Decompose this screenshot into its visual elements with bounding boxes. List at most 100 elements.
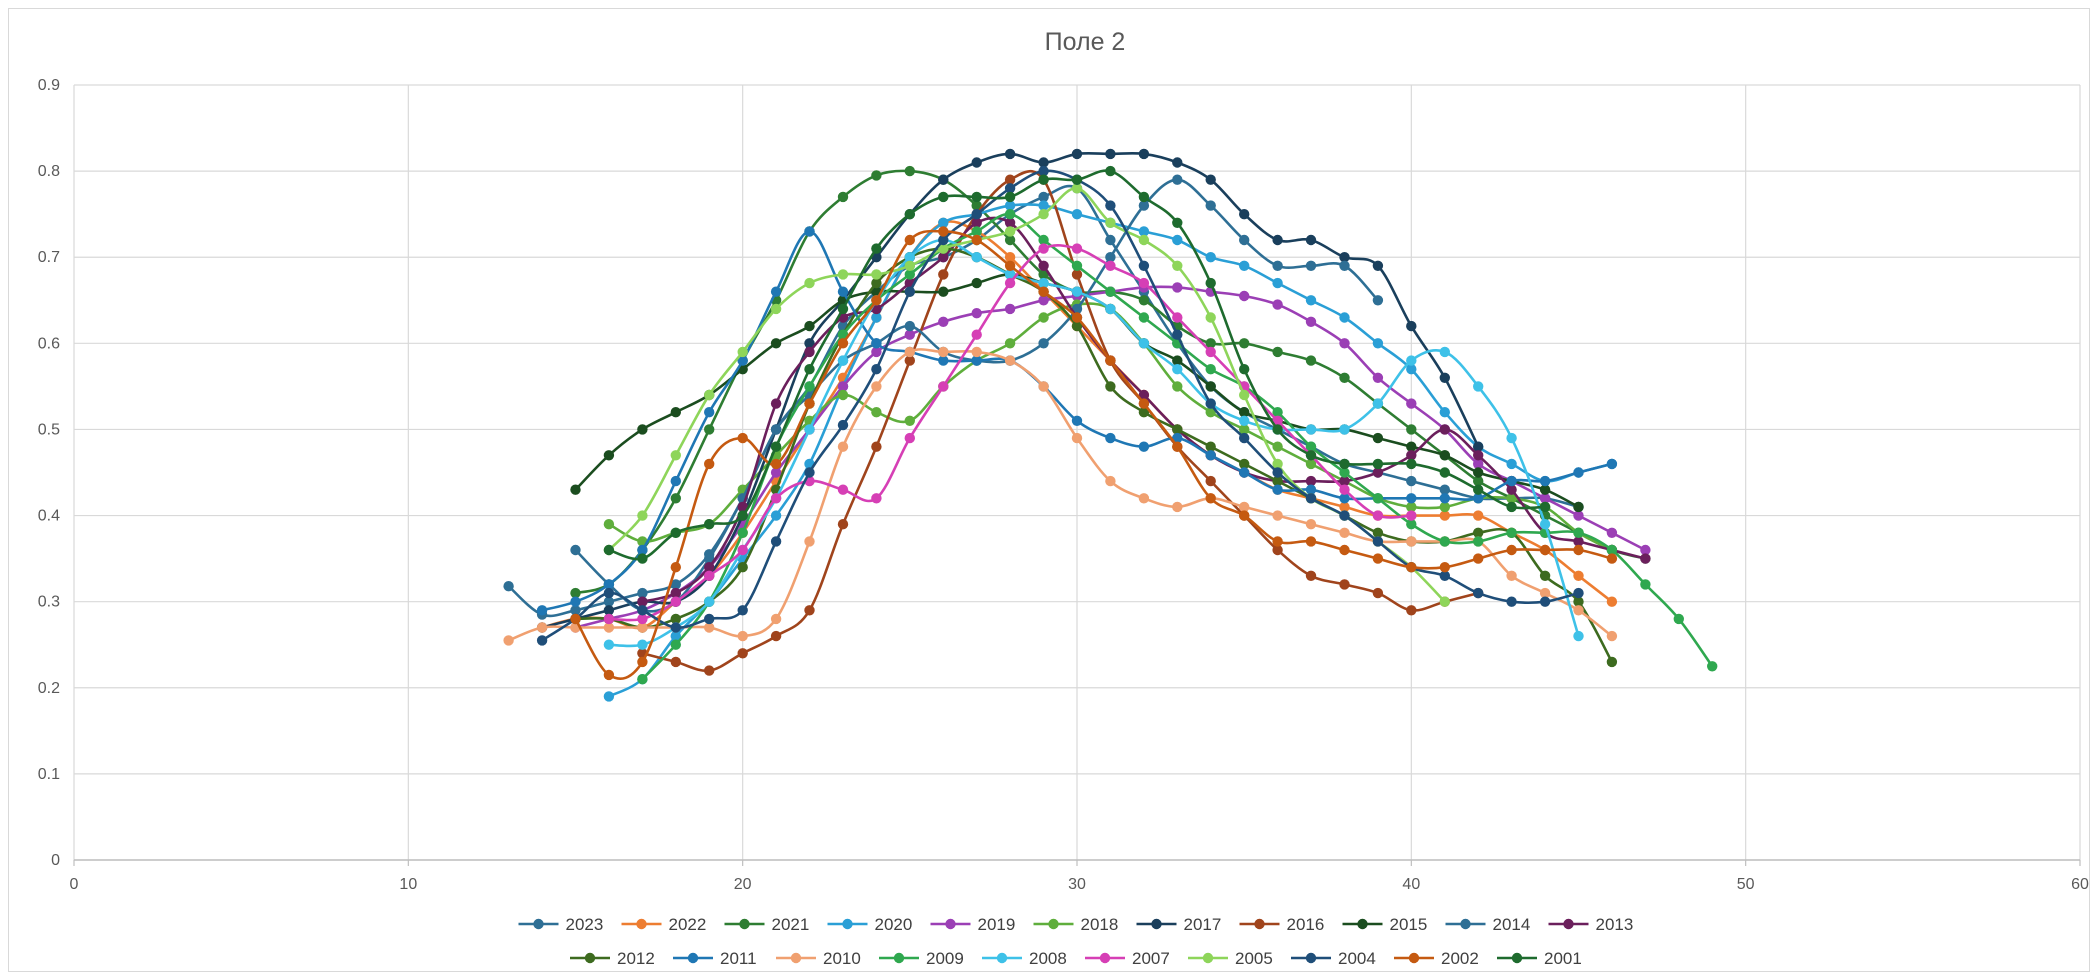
- data-point: [637, 656, 648, 668]
- legend-item-2005[interactable]: 2005: [1188, 949, 1273, 968]
- legend-item-2004[interactable]: 2004: [1291, 949, 1376, 968]
- legend[interactable]: 2023 2022 2021 2020 2019 2018 2017 2016 2015 2014…: [518, 915, 1634, 968]
- data-point: [1539, 587, 1551, 599]
- x-tick-label: 30: [1068, 876, 1086, 893]
- data-point: [837, 338, 849, 349]
- chart-title: Поле 2: [1045, 28, 1126, 56]
- data-point: [1172, 381, 1183, 392]
- data-point: [1573, 544, 1584, 556]
- data-point: [1339, 424, 1350, 435]
- legend-item-2014[interactable]: 2014: [1445, 915, 1531, 934]
- data-point: [1439, 562, 1451, 573]
- legend-label: 2012: [617, 949, 655, 968]
- data-point: [770, 493, 782, 504]
- data-point: [1172, 234, 1183, 246]
- data-point: [971, 191, 982, 203]
- data-point: [670, 613, 681, 625]
- data-point: [1105, 234, 1116, 246]
- data-point: [670, 562, 681, 573]
- data-point: [1372, 553, 1384, 564]
- data-point: [904, 269, 915, 280]
- data-point: [637, 510, 648, 521]
- legend-swatch-marker: [842, 918, 853, 930]
- data-point: [1439, 501, 1451, 513]
- x-tick-label: 50: [1737, 876, 1755, 893]
- data-point: [1105, 286, 1116, 297]
- data-point: [1506, 458, 1517, 470]
- y-tick-label: 0.6: [38, 335, 60, 352]
- data-point: [1205, 407, 1216, 418]
- legend-item-2022[interactable]: 2022: [621, 915, 707, 934]
- legend-item-2007[interactable]: 2007: [1085, 949, 1170, 968]
- legend-item-2023[interactable]: 2023: [518, 915, 604, 934]
- legend-item-2002[interactable]: 2002: [1394, 949, 1479, 968]
- legend-item-2012[interactable]: 2012: [570, 949, 655, 968]
- data-point: [1272, 407, 1283, 418]
- data-point: [1406, 364, 1417, 375]
- data-point: [871, 407, 882, 418]
- data-point: [603, 596, 615, 607]
- legend-item-2011[interactable]: 2011: [673, 949, 757, 968]
- data-point: [670, 450, 681, 461]
- legend-label: 2017: [1184, 915, 1222, 934]
- data-point: [1038, 174, 1049, 185]
- data-point: [1172, 174, 1183, 185]
- data-point: [1004, 226, 1016, 237]
- legend-label: 2011: [720, 949, 757, 968]
- legend-item-2010[interactable]: 2010: [776, 949, 861, 968]
- legend-item-2021[interactable]: 2021: [724, 915, 810, 934]
- data-point: [1272, 510, 1283, 521]
- data-point: [1105, 148, 1116, 160]
- legend-item-2013[interactable]: 2013: [1548, 915, 1634, 934]
- data-point: [1138, 398, 1150, 409]
- data-point: [1105, 303, 1116, 315]
- legend-item-2008[interactable]: 2008: [982, 949, 1067, 968]
- data-point: [1038, 338, 1049, 349]
- data-point: [1205, 338, 1216, 349]
- legend-item-2017[interactable]: 2017: [1136, 915, 1222, 934]
- legend-item-2019[interactable]: 2019: [930, 915, 1016, 934]
- data-point: [1473, 527, 1484, 538]
- data-point: [1372, 587, 1384, 599]
- legend-item-2001[interactable]: 2001: [1497, 949, 1582, 968]
- x-tick-label: 40: [1402, 876, 1420, 893]
- data-point: [871, 381, 882, 392]
- legend-label: 2009: [926, 949, 964, 968]
- data-point: [1305, 260, 1317, 271]
- legend-item-2016[interactable]: 2016: [1239, 915, 1325, 934]
- data-point: [1372, 467, 1384, 478]
- data-point: [1272, 234, 1283, 246]
- data-point: [938, 226, 949, 237]
- data-point: [804, 605, 815, 616]
- data-point: [770, 467, 782, 478]
- data-point: [1138, 277, 1150, 289]
- data-point: [938, 217, 949, 228]
- legend-label: 2002: [1441, 949, 1479, 968]
- data-point: [1372, 260, 1384, 271]
- legend-swatch-marker: [1563, 918, 1574, 930]
- legend-item-2020[interactable]: 2020: [827, 915, 913, 934]
- y-tick-label: 0.2: [38, 680, 60, 697]
- legend-label: 2018: [1081, 915, 1119, 934]
- data-point: [1305, 519, 1317, 530]
- data-point: [1339, 467, 1350, 478]
- data-point: [1573, 605, 1584, 616]
- legend-label: 2015: [1390, 915, 1428, 934]
- data-point: [1406, 562, 1417, 573]
- data-point: [603, 450, 615, 461]
- data-point: [971, 329, 982, 340]
- legend-item-2009[interactable]: 2009: [879, 949, 964, 968]
- data-point: [804, 364, 815, 375]
- data-point: [1406, 536, 1417, 547]
- data-point: [1506, 501, 1517, 513]
- data-point: [837, 303, 849, 315]
- data-point: [1372, 510, 1384, 521]
- data-point: [1439, 407, 1451, 418]
- data-point: [1406, 450, 1417, 461]
- legend-item-2018[interactable]: 2018: [1033, 915, 1119, 934]
- data-point: [1640, 579, 1651, 590]
- data-point: [1406, 475, 1417, 487]
- data-point: [637, 622, 648, 633]
- data-point: [603, 519, 615, 530]
- legend-item-2015[interactable]: 2015: [1342, 915, 1428, 934]
